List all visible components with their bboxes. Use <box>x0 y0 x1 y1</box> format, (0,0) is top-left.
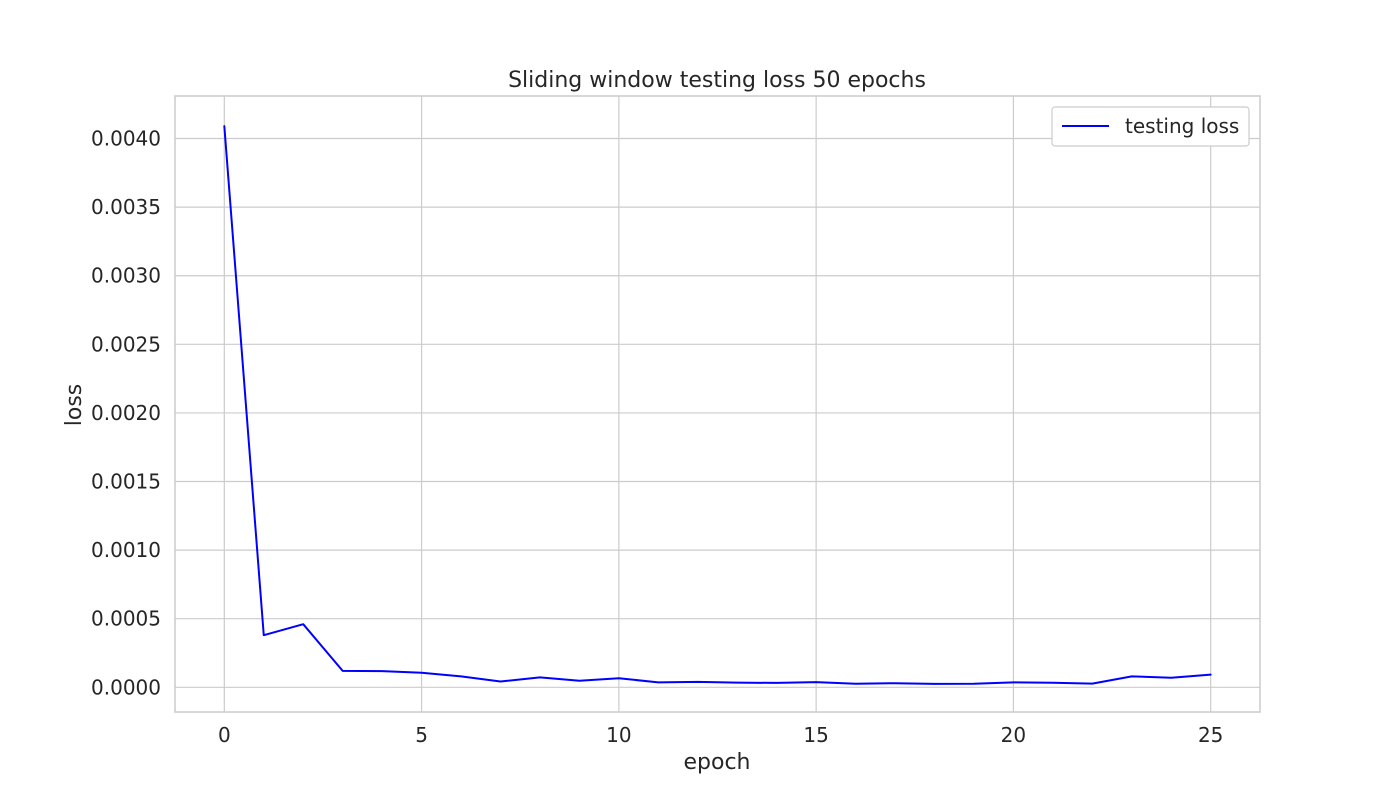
y-tick-label: 0.0005 <box>91 607 161 631</box>
x-axis-title: epoch <box>684 750 751 775</box>
legend-label-testing-loss: testing loss <box>1125 114 1239 138</box>
y-tick-label: 0.0040 <box>91 127 161 151</box>
y-tick-label: 0.0025 <box>91 332 161 356</box>
x-tick-label: 25 <box>1198 723 1223 747</box>
y-tick-label: 0.0015 <box>91 470 161 494</box>
x-tick-label: 20 <box>1001 723 1026 747</box>
series-line-testing-loss <box>223 125 1212 685</box>
y-tick-label: 0.0020 <box>91 401 161 425</box>
chart-title: Sliding window testing loss 50 epochs <box>508 68 926 93</box>
x-tick-label: 10 <box>606 723 631 747</box>
grid <box>175 96 1260 712</box>
y-tick-label: 0.0030 <box>91 264 161 288</box>
plot-area-frame <box>174 95 1261 713</box>
x-tick-label: 0 <box>218 723 231 747</box>
x-tick-labels: 0 5 10 15 20 25 <box>218 723 1223 747</box>
legend-box <box>1051 106 1250 147</box>
x-tick-label: 5 <box>415 723 428 747</box>
y-axis-title: loss <box>62 384 87 427</box>
legend: testing loss <box>1051 106 1250 147</box>
series-group <box>223 125 1212 685</box>
y-tick-label: 0.0035 <box>91 195 161 219</box>
y-tick-labels: 0.0000 0.0005 0.0010 0.0015 0.0020 0.0025 0.00… <box>91 127 161 700</box>
x-tick-label: 15 <box>803 723 828 747</box>
y-tick-label: 0.0010 <box>91 538 161 562</box>
y-tick-label: 0.0000 <box>91 675 161 699</box>
